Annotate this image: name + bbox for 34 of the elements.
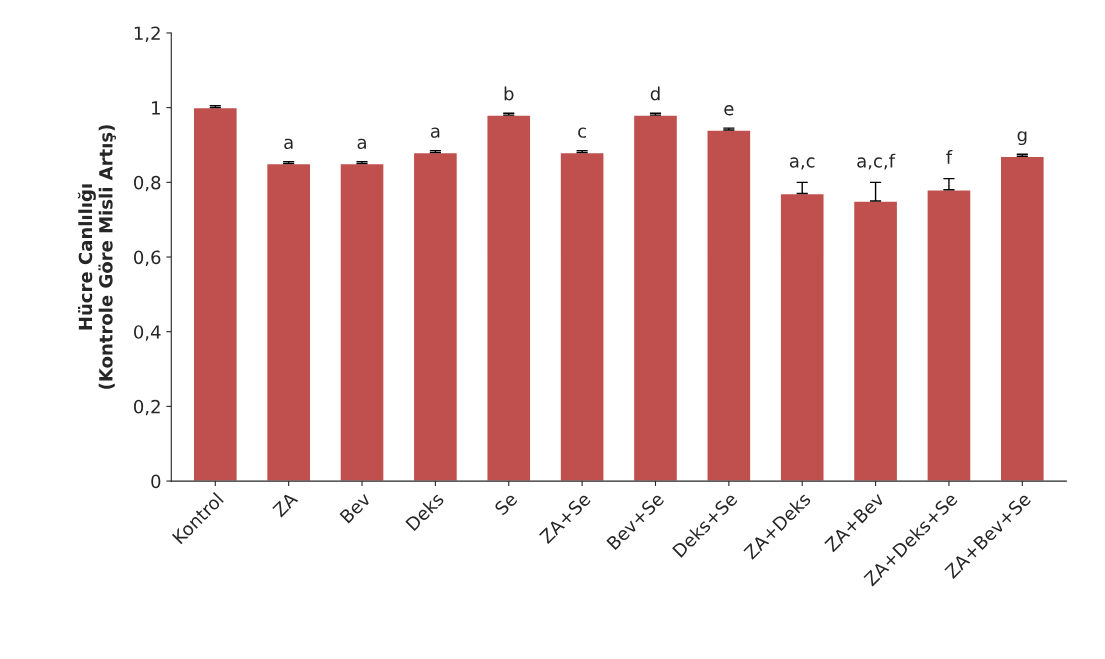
y-tick-label: 0,6	[134, 250, 161, 266]
annotation: c	[578, 127, 586, 138]
bar	[486, 114, 532, 482]
bar	[779, 192, 825, 482]
annotation: f	[946, 150, 953, 164]
y-tick-label: 1,2	[134, 26, 160, 42]
bar	[926, 189, 972, 482]
annotation: a	[430, 127, 440, 138]
x-tick-label: ZA	[272, 491, 299, 518]
annotation: d	[650, 86, 660, 101]
bar	[192, 106, 238, 482]
bar	[339, 162, 385, 482]
y-tick-label: 0,4	[134, 325, 161, 341]
bar	[852, 200, 899, 482]
y-axis-title: Hücre Canlılığı (Kontrole Göre Misli Artış)	[77, 125, 116, 389]
x-tick-label: Se	[493, 491, 518, 516]
y-tick-label: 0,8	[134, 175, 161, 192]
annotation: a,c	[789, 157, 815, 170]
annotation: a,c,f	[857, 153, 896, 170]
bar	[412, 151, 459, 482]
bar	[559, 151, 605, 482]
y-tick-label: 0,2	[134, 399, 160, 416]
annotation: b	[504, 86, 514, 101]
annotation: g	[1017, 131, 1027, 146]
annotation: e	[724, 105, 734, 116]
annotation: a	[357, 138, 366, 150]
y-tick-label: 1	[152, 101, 160, 115]
bar	[265, 162, 312, 482]
bar	[706, 129, 752, 482]
bar	[999, 155, 1046, 482]
annotation: a	[284, 138, 293, 150]
bar	[632, 114, 679, 482]
x-tick-label: Bev	[339, 491, 372, 524]
y-tick-label: 0	[151, 474, 161, 489]
